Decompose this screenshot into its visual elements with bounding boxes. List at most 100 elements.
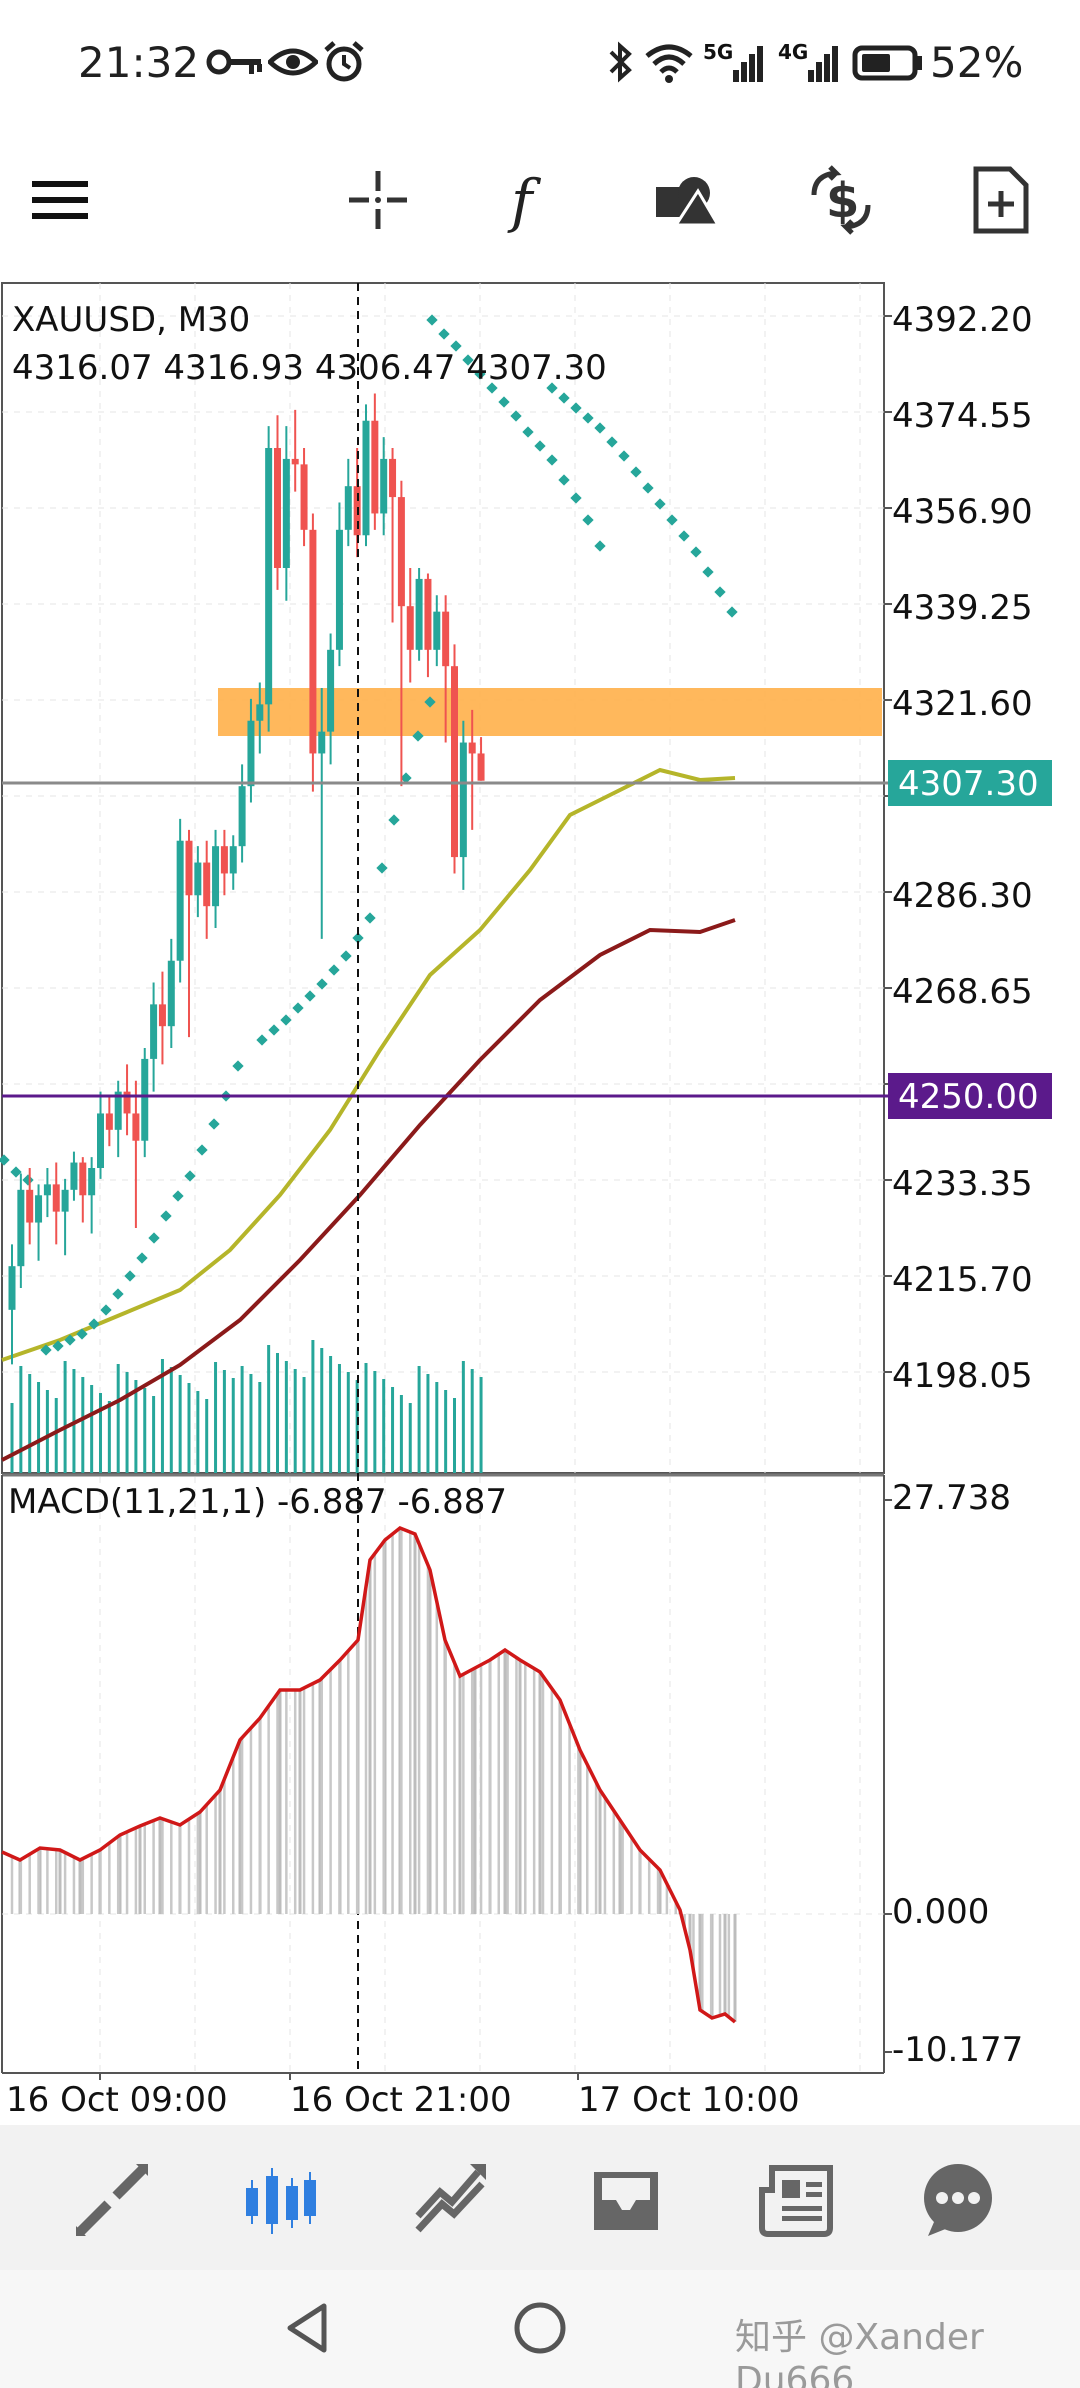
candle-body [97,1113,104,1168]
sar-dot [64,1334,76,1346]
sar-dot [76,1328,88,1340]
candle-body [300,464,308,530]
sar-dot [594,422,606,434]
news-icon[interactable] [758,2160,838,2240]
candle-body [43,1184,51,1196]
resistance-zone [218,688,882,736]
candle-body [158,1004,166,1027]
sar-dot [184,1170,196,1182]
sar-dot [100,1304,112,1316]
price-label: 4356.90 [892,492,1033,532]
price-label: 4392.20 [892,300,1033,340]
candle-body [105,1113,113,1130]
candle-body [371,420,379,514]
quotes-icon[interactable] [72,2160,152,2240]
sar-dot [654,498,666,510]
candle-body [477,753,485,781]
sar-dot [148,1232,160,1244]
ma-slow-line [1,918,736,1462]
sar-dot [88,1318,100,1330]
candle-body [229,846,237,874]
candle-body [406,606,414,650]
sar-dot [570,402,582,414]
sar-dot [280,1014,292,1026]
sar-dot [642,482,654,494]
candlesticks [8,393,485,1365]
bluetooth-icon [609,41,632,83]
candle-body [123,1091,131,1114]
candle-body [212,846,220,907]
sar-dot [678,530,690,542]
macd-panel [1,1525,737,2024]
new-order-icon[interactable] [966,165,1036,235]
objects-icon[interactable] [652,165,722,235]
sar-dot [438,328,450,340]
macd-label: MACD(11,21,1) -6.887 -6.887 [8,1482,508,1522]
macd-scale-label: -10.177 [892,2030,1024,2070]
clock: 21:32 [78,38,200,87]
svg-text:$: $ [826,173,859,229]
sar-dot [558,392,570,404]
sar-dot [364,912,376,924]
sar-dot [702,566,714,578]
trade-icon[interactable]: $ [806,165,876,235]
home-icon[interactable] [512,2300,568,2356]
candle-body [132,1113,140,1141]
price-label: 4286.30 [892,876,1033,916]
sar-dot [450,340,462,352]
history-icon[interactable] [586,2160,666,2240]
back-icon[interactable] [282,2300,332,2356]
sar-dot [606,436,618,448]
candle-body [70,1162,78,1190]
candle-body [468,742,476,754]
candle-body [256,704,264,721]
sar-dot [558,474,570,486]
sar-dot [546,382,558,394]
time-label: 17 Oct 10:00 [578,2080,800,2120]
price-label: 4339.25 [892,588,1033,628]
candle-body [380,458,388,514]
trade-icon[interactable] [412,2160,492,2240]
chat-icon[interactable] [918,2160,998,2240]
candle-body [282,458,290,568]
bottom-navigation [0,2125,1080,2270]
sar-dot [618,450,630,462]
sar-dot [10,1166,22,1178]
sar-dot [0,1154,10,1166]
menu-icon[interactable] [28,165,98,235]
candle-body [26,1189,34,1223]
chart-canvas[interactable] [0,280,1080,2080]
chart-icon[interactable] [240,2160,320,2240]
sar-dot [426,314,438,326]
candle-body [35,1195,43,1223]
macd-scale-label: 27.738 [892,1478,1011,1518]
alarm-icon [324,41,364,82]
time-label: 16 Oct 09:00 [6,2080,228,2120]
candle-body [362,420,370,536]
current-price-value: 4307.30 [898,764,1039,804]
battery-icon [852,45,922,81]
hline-price-value: 4250.00 [898,1077,1039,1117]
svg-text:f: f [507,167,542,235]
sar-dot [726,606,738,618]
macd-scale-label: 0.000 [892,1892,990,1932]
signal-4g-icon [808,46,838,82]
sar-dot [316,978,328,990]
sar-dot [268,1024,280,1036]
sar-dot [136,1252,148,1264]
candle-body [150,1004,158,1059]
candle-body [185,840,193,896]
indicators-icon[interactable]: f [497,165,567,235]
crosshair-icon[interactable] [343,165,413,235]
sar-dot [714,586,726,598]
sar-dot [400,772,412,784]
sar-dot [486,382,498,394]
sar-dot [112,1288,124,1300]
sar-dot [498,396,510,408]
candle-body [397,497,405,607]
time-label: 16 Oct 21:00 [290,2080,512,2120]
candle-body [176,840,184,961]
signal-5g-icon [733,46,763,82]
sar-dot [52,1340,64,1352]
network-4g-label: 4G [778,40,809,64]
